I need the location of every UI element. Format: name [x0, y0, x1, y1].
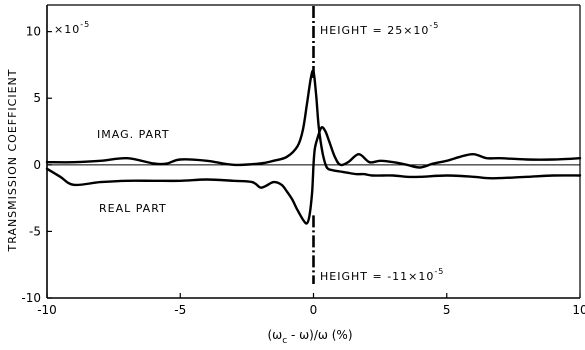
x-tick-label: 10 [572, 303, 585, 317]
series-lines [45, 6, 582, 284]
height-bottom-base: ×10 [408, 270, 434, 283]
y-axis-title: TRANSMISSION COEFFICIENT [6, 69, 19, 253]
imag-part-label: IMAG. PART [97, 128, 170, 141]
x-axis-title: (ωc - ω)/ω (%) [267, 328, 352, 346]
y-tick-label: -10 [21, 291, 41, 305]
y-tick-label: 10 [26, 25, 41, 39]
y-multiplier-label: ×10-5 [54, 20, 90, 36]
height-top-base: ×10 [403, 24, 429, 37]
series-line-real [45, 126, 582, 225]
height-bottom-exp: -5 [434, 267, 444, 276]
height-bottom-label: HEIGHT = -11×10-5 [320, 267, 444, 283]
series-line-imag [45, 69, 582, 180]
height-top-exp: -5 [429, 21, 439, 30]
x-axis-title-open: (ω [267, 328, 282, 342]
height-top-label: HEIGHT = 25×10-5 [320, 21, 439, 37]
y-multiplier-base: ×10 [54, 23, 80, 36]
real-part-label: REAL PART [99, 202, 167, 215]
y-tick-label: -5 [29, 224, 41, 238]
height-bottom-prefix: HEIGHT = -11 [320, 270, 408, 283]
height-top-prefix: HEIGHT = 25 [320, 24, 403, 37]
x-axis-title-rest: - ω)/ω (%) [287, 328, 352, 342]
x-tick-label: -5 [174, 303, 186, 317]
x-tick-label: 0 [310, 303, 318, 317]
x-tick-label: 5 [443, 303, 451, 317]
x-tick-label: -10 [37, 303, 57, 317]
x-axis-title-sub: c [282, 336, 287, 346]
y-tick-label: 5 [33, 91, 41, 105]
y-tick-label: 0 [33, 158, 41, 172]
y-multiplier-exp: -5 [80, 20, 90, 29]
